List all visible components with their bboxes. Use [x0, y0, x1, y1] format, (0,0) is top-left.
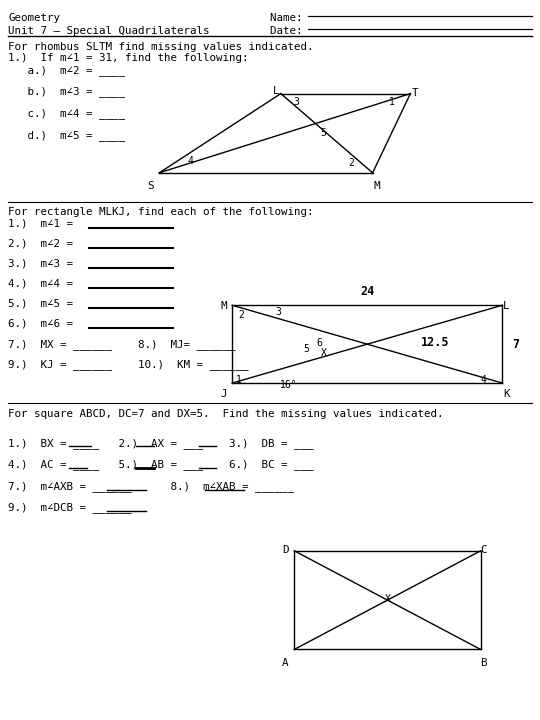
Text: Geometry: Geometry — [8, 13, 60, 23]
Text: 7.)  m∠AXB = ______      8.)  m∠XAB = ______: 7.) m∠AXB = ______ 8.) m∠XAB = ______ — [8, 481, 294, 492]
Text: J: J — [221, 389, 227, 399]
Text: 4.)  m∠4 =: 4.) m∠4 = — [8, 279, 79, 289]
Text: 3.)  m∠3 =: 3.) m∠3 = — [8, 258, 79, 269]
Text: 24: 24 — [360, 285, 374, 298]
Text: c.)  m∠4 = ____: c.) m∠4 = ____ — [8, 108, 125, 119]
Text: L: L — [503, 301, 510, 311]
Text: A: A — [282, 658, 288, 668]
Text: X: X — [321, 348, 327, 358]
Text: 2: 2 — [348, 158, 354, 168]
Text: 5.)  m∠5 =: 5.) m∠5 = — [8, 299, 79, 309]
Text: d.)  m∠5 = ____: d.) m∠5 = ____ — [8, 130, 125, 140]
Text: M: M — [374, 181, 380, 192]
Text: 4: 4 — [187, 156, 193, 166]
Text: 16°: 16° — [280, 380, 298, 390]
Text: 1.)  If m∠1 = 31, find the following:: 1.) If m∠1 = 31, find the following: — [8, 53, 248, 63]
Text: S: S — [147, 181, 153, 192]
Text: 5: 5 — [304, 344, 309, 354]
Text: 4: 4 — [481, 375, 486, 385]
Text: 9.)  m∠DCB = ______: 9.) m∠DCB = ______ — [8, 503, 132, 513]
Text: 1.)  BX = ____   2.)  AX = ___    3.)  DB = ___: 1.) BX = ____ 2.) AX = ___ 3.) DB = ___ — [8, 438, 314, 449]
Text: B: B — [480, 658, 487, 668]
Text: 1.)  m∠1 =: 1.) m∠1 = — [8, 218, 79, 228]
Text: Name:: Name: — [270, 13, 309, 23]
Text: Unit 7 – Special Quadrilaterals: Unit 7 – Special Quadrilaterals — [8, 26, 210, 36]
Text: 2: 2 — [239, 310, 244, 320]
Text: 4.)  AC = ____   5.)  AB = ___    6.)  BC = ___: 4.) AC = ____ 5.) AB = ___ 6.) BC = ___ — [8, 459, 314, 470]
Text: 7: 7 — [512, 338, 519, 351]
Text: 6: 6 — [317, 338, 322, 348]
Text: T: T — [411, 88, 418, 98]
Text: For rectangle MLKJ, find each of the following:: For rectangle MLKJ, find each of the fol… — [8, 207, 314, 217]
Text: X: X — [385, 594, 390, 604]
Text: 6.)  m∠6 =: 6.) m∠6 = — [8, 319, 79, 329]
Text: 1: 1 — [389, 97, 394, 107]
Text: 7.)  MX = ______    8.)  MJ= ______: 7.) MX = ______ 8.) MJ= ______ — [8, 339, 235, 350]
Text: L: L — [273, 86, 280, 96]
Text: a.)  m∠2 = ____: a.) m∠2 = ____ — [8, 65, 125, 76]
Text: b.)  m∠3 = ____: b.) m∠3 = ____ — [8, 86, 125, 97]
Text: K: K — [503, 389, 510, 399]
Text: 3: 3 — [275, 307, 281, 318]
Text: 2.)  m∠2 =: 2.) m∠2 = — [8, 238, 79, 248]
Text: For square ABCD, DC=7 and DX=5.  Find the missing values indicated.: For square ABCD, DC=7 and DX=5. Find the… — [8, 409, 443, 419]
Text: C: C — [480, 545, 487, 555]
Text: Date:: Date: — [270, 26, 309, 36]
Text: 12.5: 12.5 — [421, 336, 450, 349]
Text: For rhombus SLTM find missing values indicated.: For rhombus SLTM find missing values ind… — [8, 42, 314, 52]
Text: M: M — [221, 301, 227, 311]
Text: 5: 5 — [320, 128, 326, 138]
Text: 1: 1 — [237, 375, 242, 385]
Text: 9.)  KJ = ______    10.)  KM = ______: 9.) KJ = ______ 10.) KM = ______ — [8, 359, 248, 370]
Text: D: D — [282, 545, 288, 555]
Text: 3: 3 — [293, 97, 299, 107]
